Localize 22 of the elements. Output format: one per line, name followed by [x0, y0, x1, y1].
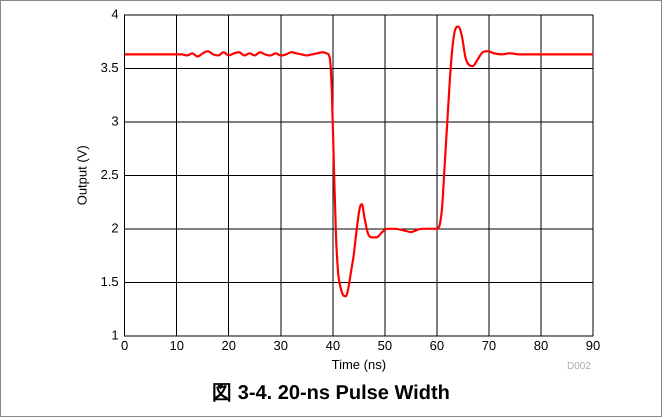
x-tick-label: 30	[274, 338, 288, 354]
y-tick-label: 2	[111, 220, 119, 236]
x-tick-label: 60	[430, 338, 444, 354]
x-tick-label: 20	[222, 338, 236, 354]
y-tick-label: 1.5	[100, 274, 119, 289]
x-tick-label: 40	[326, 338, 340, 354]
x-tick-label: 50	[378, 338, 392, 354]
y-tick-label: 1	[111, 327, 119, 342]
x-axis-title: Time (ns)	[332, 356, 386, 372]
x-tick-label: 80	[534, 338, 548, 354]
x-tick-label: 0	[121, 338, 128, 354]
x-tick-label: 90	[586, 338, 600, 354]
y-tick-label: 4	[111, 6, 119, 22]
text: 図 3-4. 20-ns Pulse Width	[211, 381, 451, 406]
line-series	[124, 25, 593, 298]
x-tick-label: 70	[482, 338, 496, 354]
x-tick-label: 10	[169, 338, 184, 354]
y-axis-title: Output (V)	[74, 145, 90, 206]
text: D002	[567, 361, 591, 372]
y-tick-label: 3.5	[100, 60, 119, 75]
y-tick-label: 3	[111, 113, 119, 128]
y-tick-label: 2.5	[100, 166, 119, 182]
